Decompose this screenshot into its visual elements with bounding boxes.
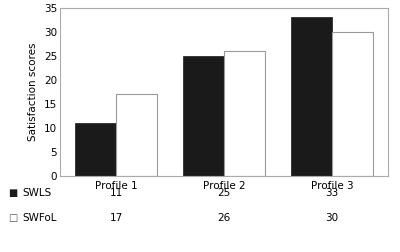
- Text: 33: 33: [326, 188, 339, 198]
- Text: 11: 11: [109, 188, 122, 198]
- Text: 25: 25: [217, 188, 231, 198]
- Bar: [332, 32, 373, 176]
- Text: SWLS: SWLS: [22, 188, 51, 198]
- Bar: [224, 51, 265, 176]
- Text: SWFoL: SWFoL: [22, 213, 56, 223]
- Text: 26: 26: [217, 213, 231, 223]
- Bar: [75, 123, 116, 176]
- Y-axis label: Satisfaction scores: Satisfaction scores: [28, 43, 38, 141]
- Text: 17: 17: [109, 213, 122, 223]
- Text: ■: ■: [8, 188, 17, 198]
- Bar: [291, 17, 332, 176]
- Bar: [183, 56, 224, 176]
- Text: □: □: [8, 213, 17, 223]
- Text: 30: 30: [326, 213, 338, 223]
- Bar: [116, 94, 157, 176]
